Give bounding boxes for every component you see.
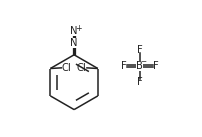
Text: F: F — [120, 61, 126, 71]
Text: F: F — [152, 61, 158, 71]
Text: Cl: Cl — [61, 63, 71, 73]
Text: N: N — [70, 38, 77, 48]
Text: B: B — [136, 61, 143, 71]
Text: −: − — [139, 59, 145, 65]
Text: N: N — [70, 26, 77, 36]
Text: F: F — [136, 45, 142, 55]
Text: F: F — [136, 77, 142, 87]
Text: +: + — [75, 24, 81, 33]
Text: Cl: Cl — [77, 63, 86, 73]
